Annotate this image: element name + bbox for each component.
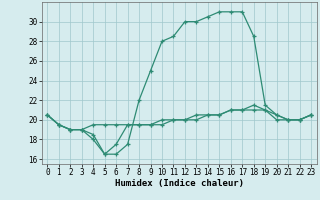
X-axis label: Humidex (Indice chaleur): Humidex (Indice chaleur)	[115, 179, 244, 188]
